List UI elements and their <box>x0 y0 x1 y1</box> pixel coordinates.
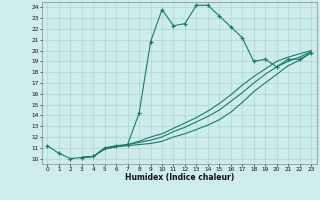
X-axis label: Humidex (Indice chaleur): Humidex (Indice chaleur) <box>124 173 234 182</box>
